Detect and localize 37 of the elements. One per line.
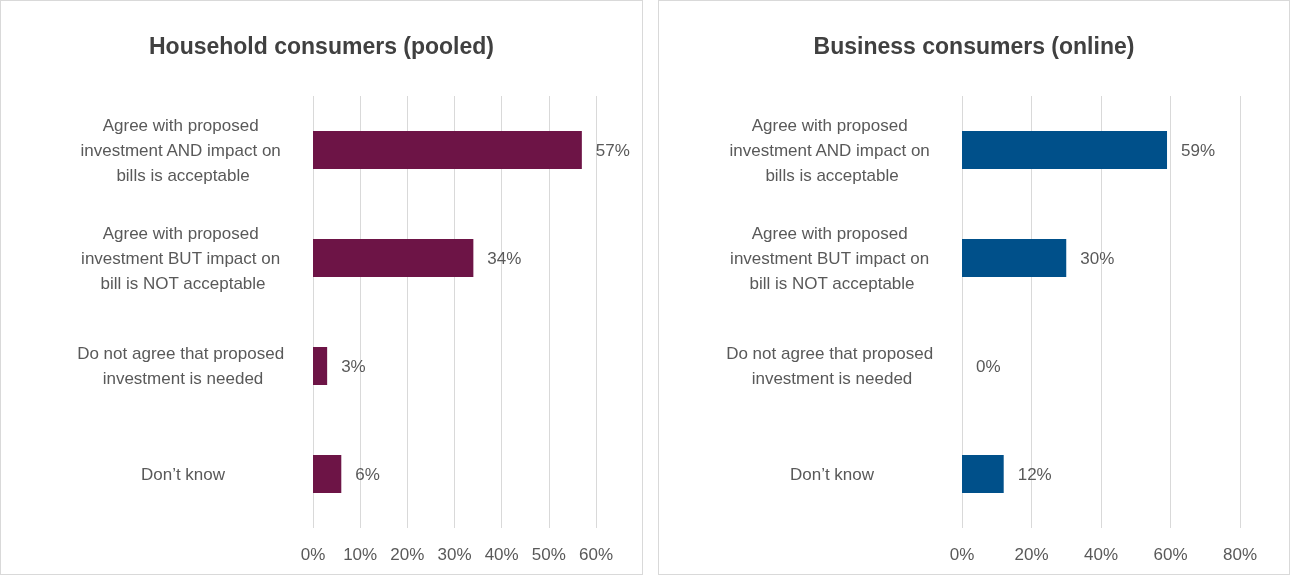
chart-title: Household consumers (pooled) xyxy=(148,32,495,59)
y-tick-label: Don’t know xyxy=(140,464,226,484)
data-label: 59% xyxy=(1181,140,1216,160)
y-tick-label: Agree with proposed investment AND impact on bills is acceptable xyxy=(729,115,935,185)
x-tick-label: 20% xyxy=(390,545,425,564)
x-tick-label: 40% xyxy=(1083,545,1119,564)
y-tick-label: Agree with proposed investment BUT impact on bill is NOT acceptable xyxy=(730,223,934,293)
chart-title: Business consumers (online) xyxy=(813,32,1135,59)
data-label: 12% xyxy=(1017,464,1052,484)
data-label: 34% xyxy=(487,248,522,268)
y-tick-label: Agree with proposed investment BUT impact on bill is NOT acceptable xyxy=(81,223,285,293)
x-tick-label: 0% xyxy=(300,545,326,564)
x-tick-label: 40% xyxy=(484,545,519,564)
bar xyxy=(962,455,1004,493)
y-tick-label: Agree with proposed investment AND impact on bills is acceptable xyxy=(80,115,286,185)
bar xyxy=(962,239,1067,277)
data-label: 0% xyxy=(976,356,1001,376)
bar xyxy=(962,131,1168,169)
x-tick-label: 50% xyxy=(531,545,566,564)
bar xyxy=(313,455,342,493)
data-label: 30% xyxy=(1080,248,1115,268)
bar xyxy=(313,347,328,385)
x-tick-label: 20% xyxy=(1014,545,1049,564)
x-tick-label: 60% xyxy=(1153,545,1188,564)
y-tick-label: Do not agree that proposed investment is needed xyxy=(77,344,289,388)
data-label: 6% xyxy=(355,464,380,484)
bar xyxy=(313,131,582,169)
x-tick-label: 0% xyxy=(949,545,975,564)
x-tick-label: 30% xyxy=(437,545,472,564)
data-label: 57% xyxy=(595,140,630,160)
y-tick-label: Don’t know xyxy=(789,464,875,484)
data-label: 3% xyxy=(341,356,366,376)
bar xyxy=(313,239,474,277)
x-tick-label: 80% xyxy=(1222,545,1258,564)
x-tick-label: 60% xyxy=(578,545,614,564)
y-tick-label: Do not agree that proposed investment is needed xyxy=(726,344,938,388)
x-tick-label: 10% xyxy=(343,545,378,564)
